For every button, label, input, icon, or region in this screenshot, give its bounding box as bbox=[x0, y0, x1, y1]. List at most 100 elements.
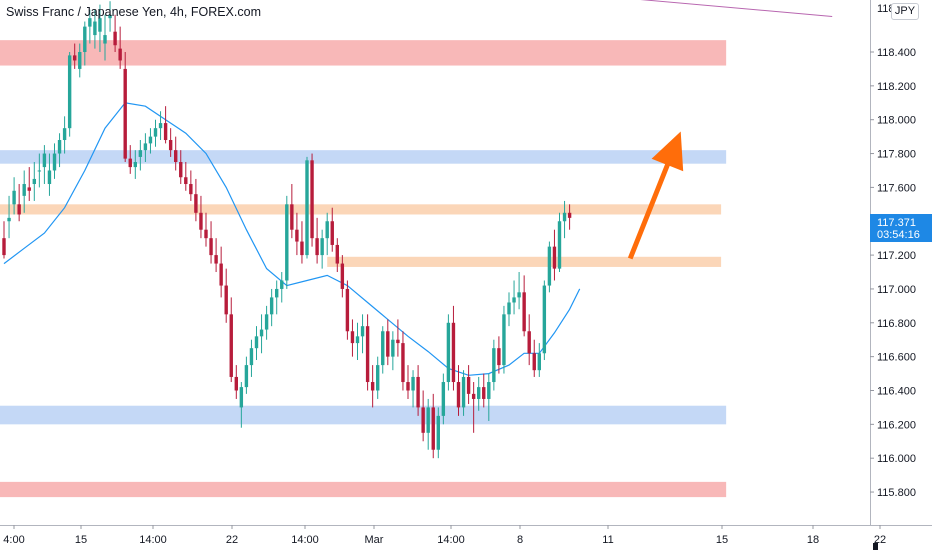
candle-body bbox=[512, 297, 516, 303]
price-tick-label: 117.000 bbox=[877, 284, 916, 296]
candle-body bbox=[93, 21, 97, 36]
candle-body bbox=[305, 160, 309, 256]
candle-body bbox=[184, 177, 188, 185]
candle-body bbox=[12, 190, 16, 205]
price-axis[interactable]: 115.800 116.000 116.200 116.400 116.600 116.8… bbox=[870, 0, 932, 525]
time-axis[interactable]: 4:00 15 14:00 22 14:00 Mar 14:00 8 11 15 18 22 bbox=[0, 525, 932, 550]
candle bbox=[78, 43, 82, 78]
time-tick-label: 22 bbox=[226, 534, 238, 546]
candle-body bbox=[7, 217, 11, 222]
candle-body bbox=[138, 150, 143, 157]
candle bbox=[335, 238, 339, 273]
candle-body bbox=[275, 288, 279, 298]
candle-body bbox=[148, 136, 153, 144]
candle-body bbox=[113, 31, 117, 46]
candle-body bbox=[179, 162, 183, 178]
candle bbox=[244, 356, 249, 394]
candle-body bbox=[381, 331, 385, 366]
candle-body bbox=[300, 241, 304, 256]
candle bbox=[557, 212, 562, 273]
candle-body bbox=[547, 246, 552, 286]
candle-body bbox=[386, 331, 390, 357]
time-axis-background bbox=[0, 525, 932, 550]
candle bbox=[12, 177, 16, 215]
candle bbox=[123, 52, 127, 163]
projection-arrow-layer bbox=[627, 131, 684, 260]
candle-body bbox=[229, 314, 233, 377]
candle bbox=[42, 145, 47, 185]
candle-body bbox=[360, 326, 365, 337]
candle-body bbox=[461, 376, 466, 408]
candle-body bbox=[42, 153, 47, 168]
candle-body bbox=[355, 336, 360, 344]
chart-title: Swiss Franc / Japanese Yen, 4h, FOREX.co… bbox=[6, 5, 261, 19]
candle bbox=[421, 390, 425, 442]
candle bbox=[108, 1, 112, 32]
price-tick-label: 116.800 bbox=[877, 318, 916, 330]
candle-body bbox=[482, 387, 486, 399]
candle-body bbox=[441, 382, 446, 416]
candle-body bbox=[340, 263, 345, 289]
candle bbox=[163, 106, 168, 144]
candle bbox=[194, 178, 198, 222]
candle-body bbox=[532, 353, 536, 371]
supply-zone-lower bbox=[0, 481, 727, 498]
candle bbox=[295, 212, 299, 256]
candle bbox=[376, 356, 380, 399]
price-tick-label: 117.200 bbox=[877, 250, 916, 262]
candle bbox=[345, 280, 350, 340]
candle-body bbox=[350, 331, 355, 344]
candle bbox=[199, 195, 203, 239]
moving-average-layer bbox=[3, 102, 581, 376]
time-tick-label: 15 bbox=[75, 534, 87, 546]
candle bbox=[290, 184, 294, 239]
candle bbox=[340, 255, 345, 298]
candle-body bbox=[78, 52, 82, 69]
candle bbox=[411, 370, 415, 408]
candle bbox=[492, 339, 496, 391]
candle-body bbox=[37, 170, 42, 172]
candle-body bbox=[446, 322, 451, 383]
candle-body bbox=[370, 382, 375, 391]
time-axis-ticks: 4:00 15 14:00 22 14:00 Mar 14:00 8 11 15 18 22 bbox=[3, 525, 886, 546]
axis-corner-marker bbox=[873, 543, 878, 550]
candle bbox=[315, 217, 319, 264]
pivot-zone-upper bbox=[0, 204, 722, 215]
candle bbox=[52, 143, 57, 179]
currency-badge[interactable]: JPY bbox=[891, 3, 919, 20]
candle bbox=[32, 162, 36, 201]
candle bbox=[416, 365, 420, 416]
candle-body bbox=[239, 387, 244, 408]
candle-body bbox=[567, 212, 572, 218]
candle bbox=[391, 331, 395, 371]
candle-body bbox=[67, 55, 72, 129]
candle-body bbox=[199, 212, 203, 230]
candle-body bbox=[502, 314, 506, 366]
candle-body bbox=[168, 140, 173, 151]
candle-body bbox=[320, 238, 324, 256]
price-tick-label: 117.600 bbox=[877, 182, 916, 194]
trendline bbox=[640, 0, 833, 17]
price-axis-background bbox=[870, 0, 932, 525]
candle-body bbox=[517, 292, 521, 298]
candle-body bbox=[497, 348, 501, 366]
candle bbox=[209, 221, 213, 264]
candle-body bbox=[310, 160, 314, 239]
candle-body bbox=[224, 285, 228, 315]
candle bbox=[143, 133, 148, 163]
candle-body bbox=[401, 343, 405, 383]
candle-body bbox=[158, 123, 163, 129]
candle bbox=[234, 365, 238, 399]
candle bbox=[57, 133, 62, 168]
last-price-value: 117.371 bbox=[877, 217, 916, 229]
candle-body bbox=[522, 292, 526, 332]
candle bbox=[370, 365, 375, 408]
candle bbox=[83, 21, 87, 66]
candle bbox=[73, 43, 77, 69]
time-tick-label: 14:00 bbox=[437, 534, 465, 546]
candle-body bbox=[451, 322, 456, 383]
candle bbox=[158, 111, 163, 141]
candle bbox=[219, 246, 223, 298]
time-tick-label: Mar bbox=[365, 534, 384, 546]
